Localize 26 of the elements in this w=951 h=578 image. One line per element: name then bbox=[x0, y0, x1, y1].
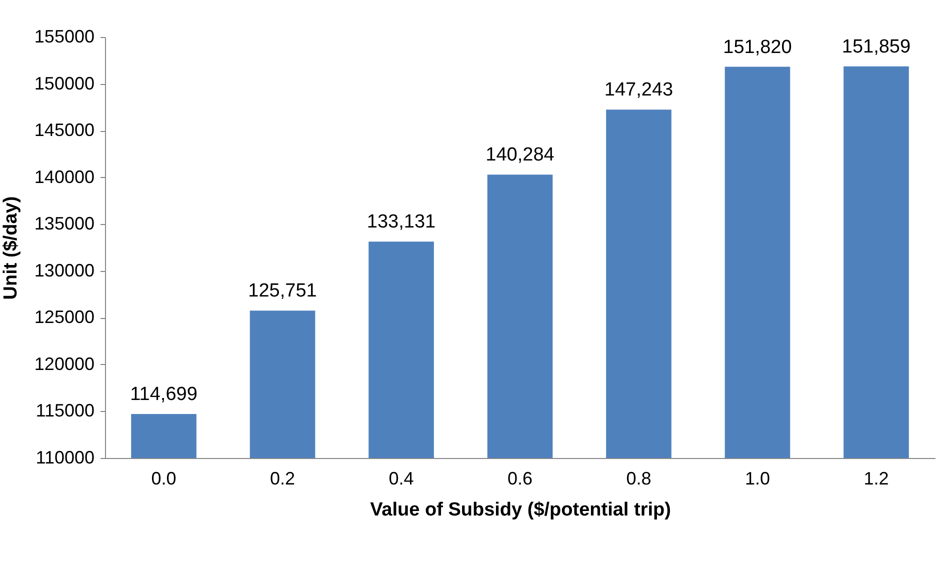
data-label: 133,131 bbox=[366, 212, 436, 233]
x-tick-label: 1.2 bbox=[864, 468, 889, 488]
data-label: 125,751 bbox=[248, 280, 317, 302]
y-tick-label: 110000 bbox=[36, 448, 94, 468]
data-label: 151,820 bbox=[723, 36, 792, 58]
y-tick-label: 130000 bbox=[34, 260, 94, 280]
x-tick-label: 0.4 bbox=[388, 468, 414, 488]
x-tick-label: 0.2 bbox=[270, 468, 296, 488]
data-label: 114,699 bbox=[130, 384, 198, 406]
x-tick-label: 0.6 bbox=[507, 468, 533, 488]
y-tick-label: 125000 bbox=[34, 307, 94, 328]
y-tick-label: 120000 bbox=[34, 354, 94, 374]
data-label: 147,243 bbox=[604, 80, 674, 101]
y-tick-label: 135000 bbox=[34, 214, 94, 234]
data-label: 151,859 bbox=[842, 36, 911, 58]
x-tick-label: 1.0 bbox=[744, 468, 770, 488]
y-tick-label: 150000 bbox=[34, 73, 94, 94]
x-axis-title: Value of Subsidy ($/potential trip) bbox=[370, 500, 671, 520]
y-tick-label: 115000 bbox=[36, 400, 94, 421]
y-tick-label: 155000 bbox=[34, 26, 94, 46]
y-tick-label: 145000 bbox=[34, 120, 94, 140]
x-tick-label: 0.8 bbox=[626, 468, 652, 488]
y-axis-title: Unit ($/day) bbox=[0, 196, 22, 300]
y-tick-label: 140000 bbox=[34, 166, 94, 187]
x-tick-label: 0.0 bbox=[151, 468, 176, 488]
data-label: 140,284 bbox=[486, 144, 555, 166]
